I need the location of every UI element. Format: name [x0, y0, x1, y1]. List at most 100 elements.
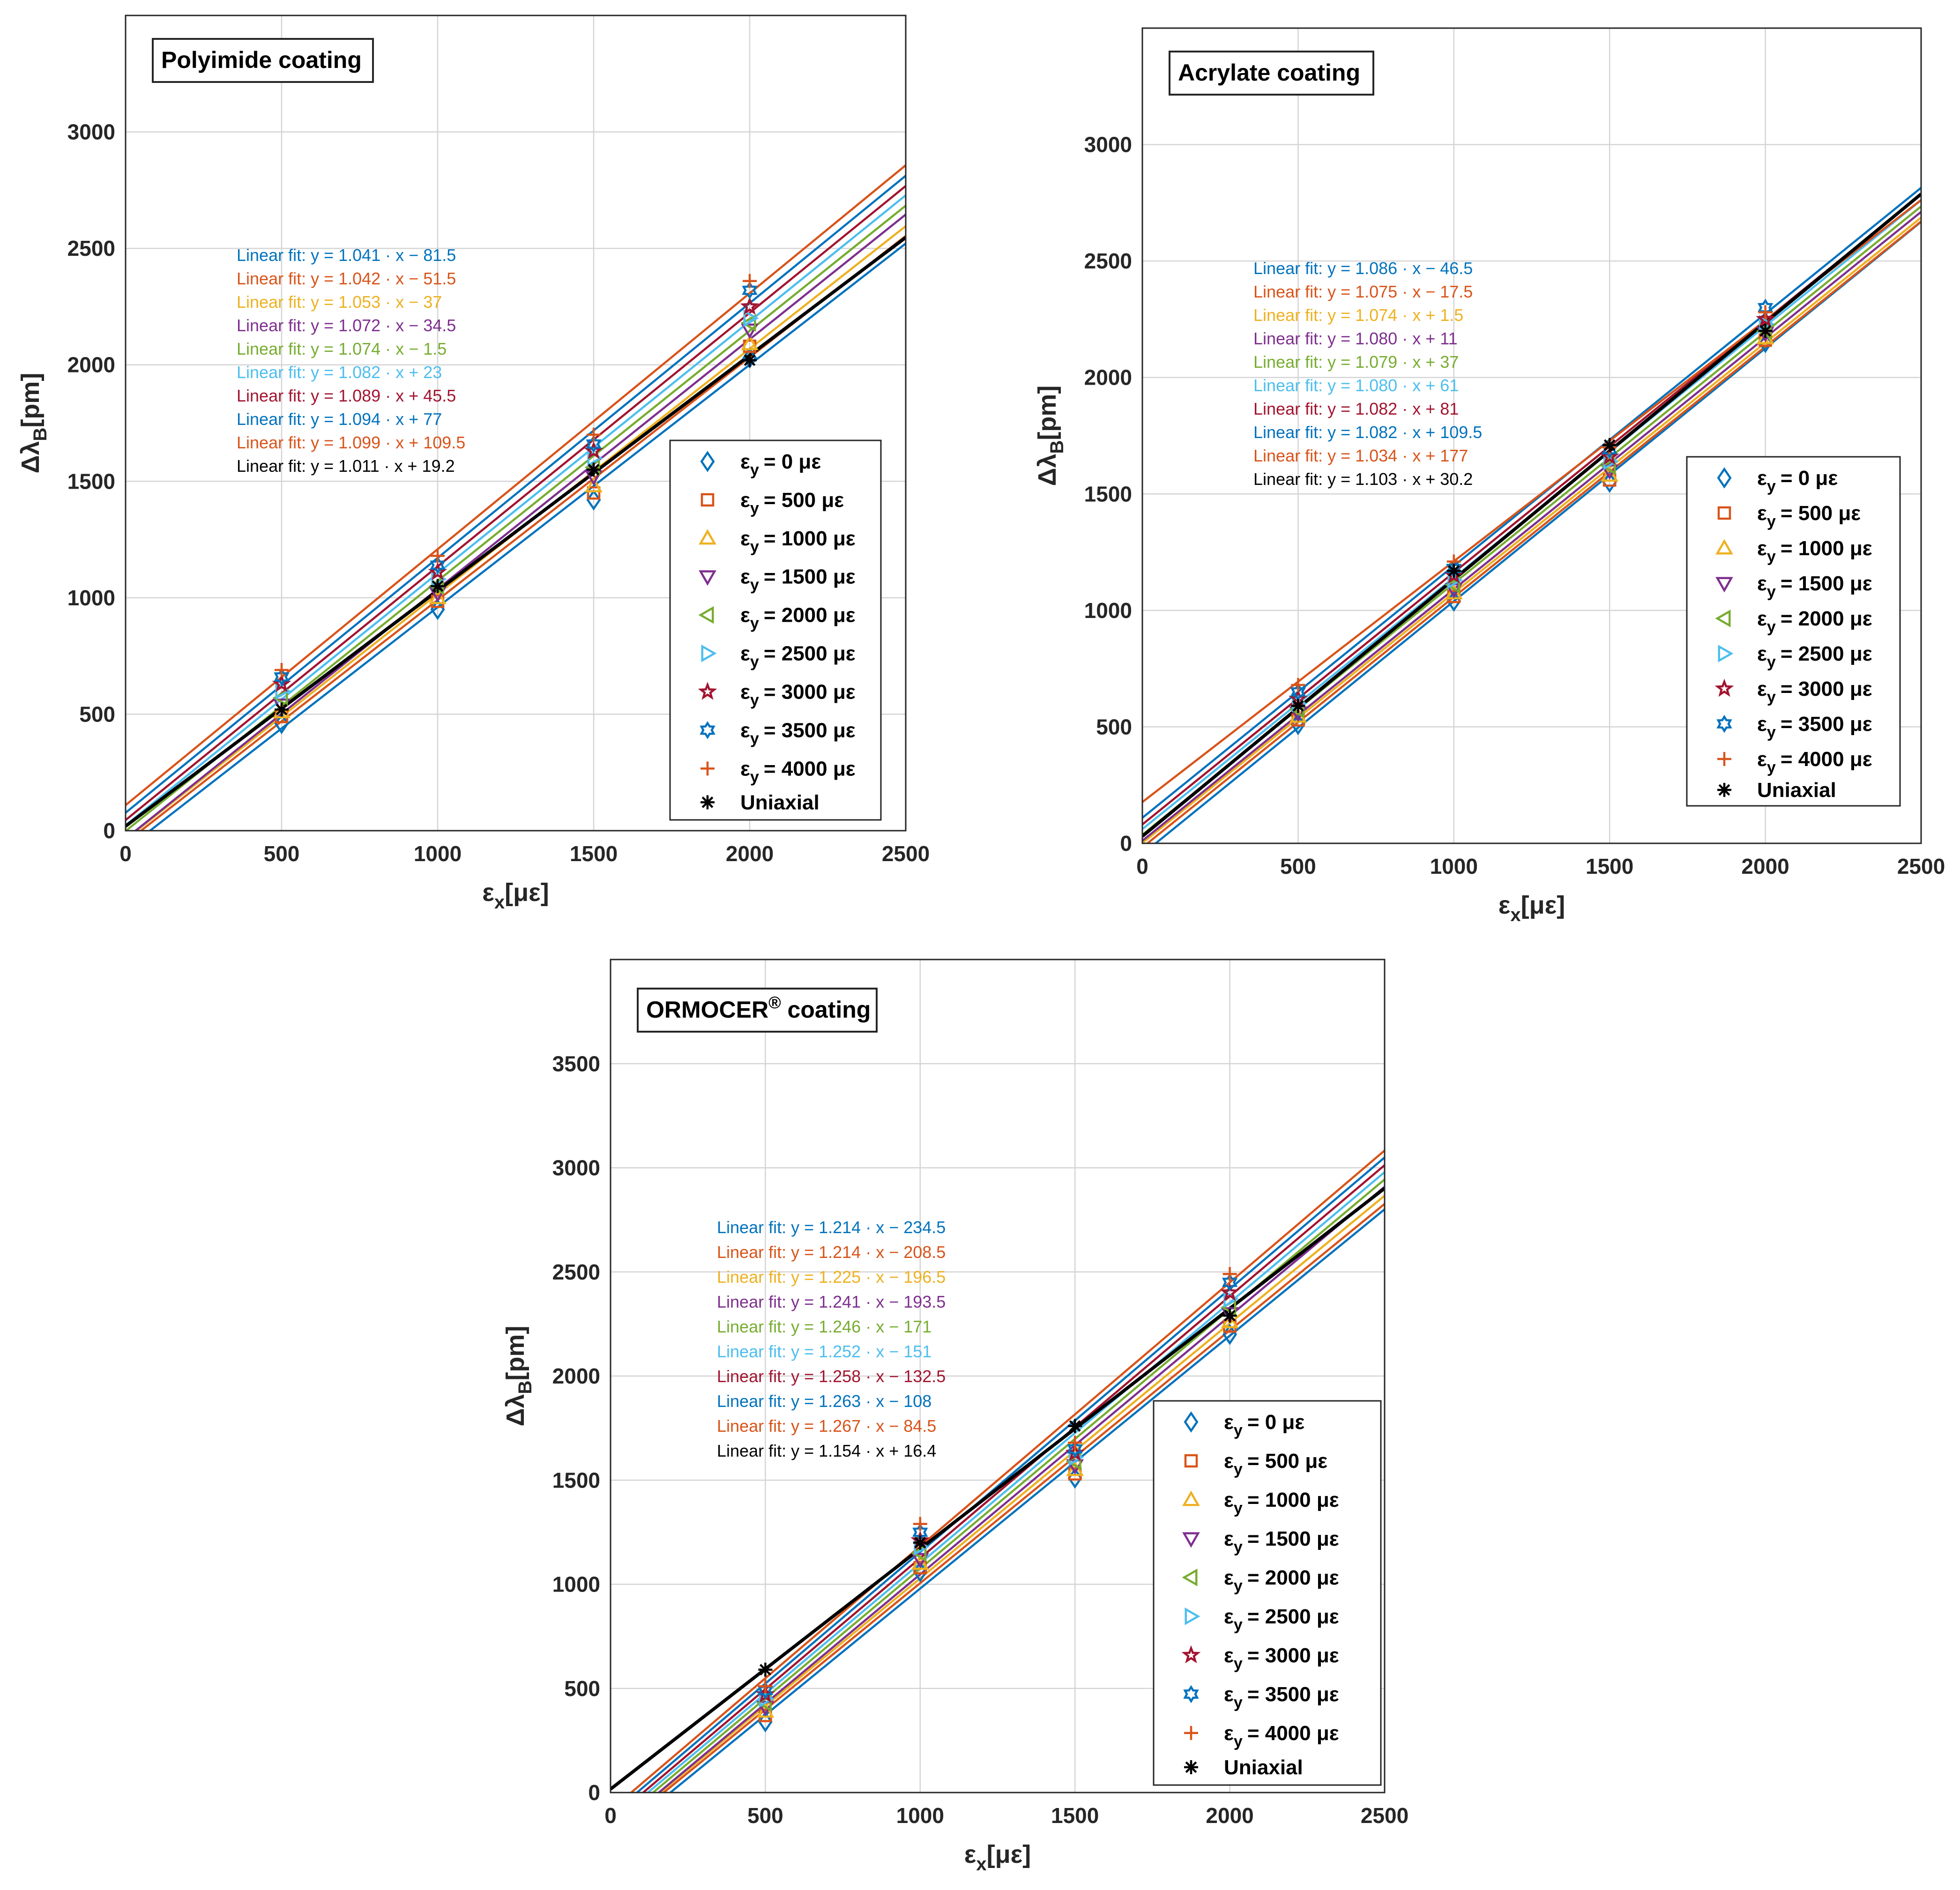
legend-value: = 2500 με [1781, 642, 1872, 665]
fit-line [646, 1171, 1385, 1793]
data-point [758, 1711, 773, 1733]
fit-equation: Linear fit: y = 1.094 · x + 77 [237, 409, 442, 429]
legend-entry: εy = 3500 με [1757, 713, 1872, 741]
data-point [587, 486, 601, 500]
data-point [1756, 309, 1775, 327]
legend-symbol: ε [740, 757, 750, 780]
data-point [585, 476, 603, 492]
fit-line [1142, 193, 1921, 838]
legend-symbol: ε [1224, 1605, 1234, 1628]
data-point [1602, 440, 1617, 459]
legend-subscript: y [750, 499, 759, 517]
y-tick-label: 1000 [552, 1572, 600, 1597]
legend-symbol: ε [1757, 642, 1767, 665]
legend-symbol: ε [1757, 572, 1767, 595]
legend-marker [1715, 539, 1733, 555]
legend-marker [1184, 1760, 1198, 1774]
y-tick-label: 2500 [67, 236, 115, 260]
legend-entry: Uniaxial [1224, 1756, 1303, 1779]
legend-subscript: y [1767, 688, 1776, 706]
y-axis-label-unit: [pm] [1033, 386, 1061, 440]
chart-title: Acrylate coating [1169, 51, 1374, 96]
fit-line [1154, 221, 1921, 843]
fit-equation: Linear fit: y = 1.074 · x + 1.5 [1253, 305, 1463, 325]
legend-symbol: ε [1224, 1488, 1234, 1511]
y-tick-label: 3000 [1084, 133, 1132, 157]
fit-equation: Linear fit: y = 1.246 · x − 171 [717, 1317, 932, 1336]
legend-marker [701, 795, 715, 810]
legend-marker [1183, 1685, 1199, 1704]
legend-subscript: y [1234, 1460, 1243, 1478]
legend-subscript: y [1234, 1499, 1243, 1517]
panel-polyimide: 0 500 1000 1500 2000 2500 0 500 1000 1500 2000 2500… [16, 15, 930, 913]
fit-lines [126, 164, 906, 831]
panel-ormocer: 0 500 1000 1500 2000 2500 0 500 1000 1500 2000 2500… [501, 959, 1409, 1875]
legend-box [669, 439, 882, 821]
data-point [1600, 457, 1616, 475]
y-tick-label: 500 [79, 702, 115, 726]
y-tick-label: 0 [1120, 831, 1132, 856]
y-axis-label: ΔλB[pm] [16, 373, 51, 474]
legend-subscript: y [1767, 759, 1776, 776]
data-point [1603, 452, 1619, 470]
data-point [743, 274, 757, 288]
data-point [430, 556, 446, 574]
legend-entry: εy = 3000 με [740, 680, 856, 709]
fit-equation: Linear fit: y = 1.075 · x − 17.5 [1253, 282, 1473, 301]
legend-symbol: ε [1224, 1722, 1234, 1745]
fit-equation: Linear fit: y = 1.072 · x − 34.5 [237, 316, 456, 335]
y-axis-label-sub: B [515, 1381, 536, 1394]
y-tick-label: 2500 [1084, 249, 1132, 273]
x-axis-label: εx[με] [482, 878, 549, 913]
legend-marker [1184, 1411, 1199, 1433]
legend-subscript: y [750, 729, 759, 747]
legend-marker [1184, 1454, 1198, 1468]
legend-value: = 2500 με [1247, 1605, 1339, 1628]
y-tick-label: 0 [103, 819, 115, 843]
x-tick-label: 500 [747, 1803, 783, 1828]
fit-line [1142, 187, 1921, 819]
legend-subscript: y [1234, 1733, 1243, 1750]
legend-subscript: y [750, 538, 759, 556]
title-text: Polyimide coating [161, 47, 362, 73]
fit-line [611, 1187, 1385, 1791]
x-axis-label-unit: [με] [1521, 891, 1565, 919]
legend-symbol: ε [1757, 677, 1767, 700]
y-tick-label: 1000 [67, 586, 115, 610]
fit-equation: Linear fit: y = 1.267 · x − 84.5 [717, 1416, 936, 1436]
fit-equation: Linear fit: y = 1.099 · x + 109.5 [237, 433, 465, 452]
data-point [1222, 1273, 1238, 1292]
axes-box [1141, 27, 1922, 844]
legend-entry: εy = 2000 με [1757, 607, 1872, 636]
data-point [1068, 1436, 1082, 1450]
legend-entry: εy = 1000 με [740, 527, 856, 556]
chart-title: ORMOCER® coating [637, 988, 878, 1033]
data-point [913, 1535, 927, 1550]
legend-marker [700, 451, 715, 472]
fit-line [126, 194, 906, 826]
fit-equation: Linear fit: y = 1.103 · x + 30.2 [1253, 469, 1473, 489]
fit-line [629, 1149, 1385, 1793]
legend-entry: εy = 1500 με [1224, 1527, 1339, 1556]
legend-symbol: ε [740, 566, 750, 588]
fit-line [126, 175, 906, 814]
legend-subscript: y [1234, 1538, 1243, 1556]
legend-entry: εy = 0 με [1224, 1411, 1304, 1439]
data-point [1222, 1309, 1237, 1323]
data-point [1758, 324, 1773, 338]
data-point [1602, 438, 1617, 452]
data-point [1602, 471, 1617, 493]
title-text: Acrylate coating [1178, 60, 1360, 86]
data-point [740, 314, 756, 332]
legend-value: = 0 με [1247, 1411, 1305, 1434]
x-axis-label-sub: x [494, 892, 505, 913]
y-axis-label-main: Δλ [501, 1394, 529, 1427]
x-tick-label: 2500 [882, 841, 930, 866]
legend-value: = 2000 με [764, 604, 856, 627]
legend-entry: εy = 500 με [740, 489, 844, 517]
fit-equation: Linear fit: y = 1.082 · x + 109.5 [1253, 423, 1482, 442]
y-tick-label: 1500 [67, 469, 115, 493]
data-point [275, 662, 289, 677]
fit-equation: Linear fit: y = 1.154 · x + 16.4 [717, 1441, 936, 1460]
legend-entry: εy = 3000 με [1224, 1644, 1339, 1673]
